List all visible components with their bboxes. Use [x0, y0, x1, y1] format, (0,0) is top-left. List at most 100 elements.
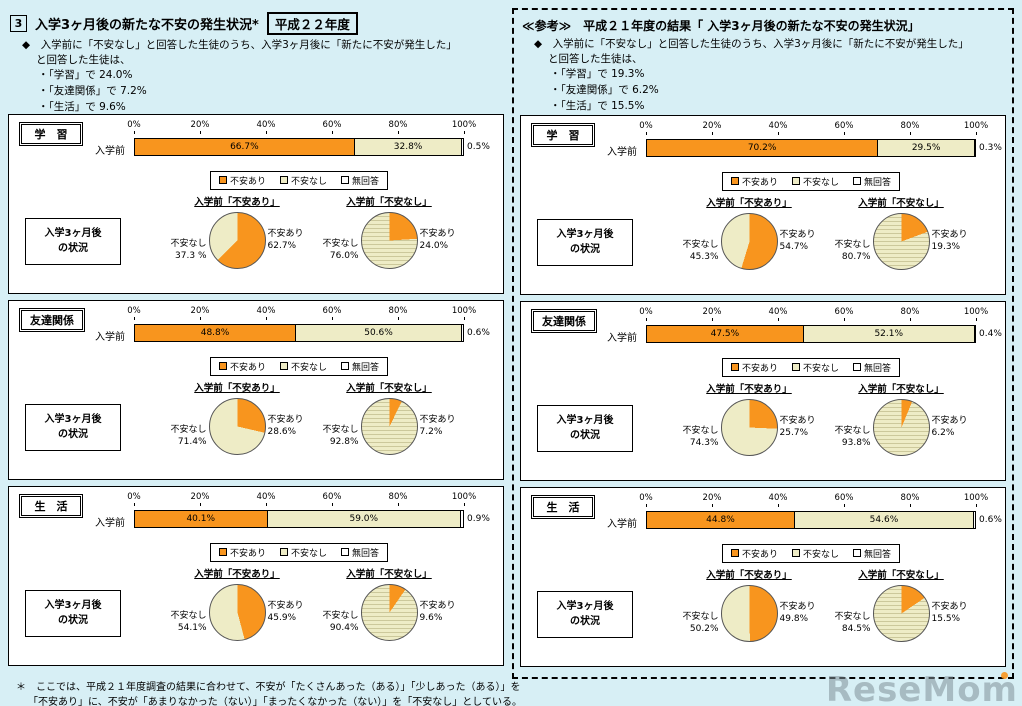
axis-tick-label: 0%: [127, 492, 141, 502]
bar-segment-not-anxious: 54.6%: [793, 512, 974, 528]
pie-with-labels: 不安なし 93.8% 不安あり 6.2%: [825, 399, 977, 456]
axis-tick-mark: [266, 317, 267, 320]
axis-tick-mark: [398, 131, 399, 134]
bar-segment-anxious: 48.8%: [135, 325, 296, 341]
bar-axis: 0% 20% 40% 60% 80% 100%: [639, 121, 988, 135]
pie-label-not-anxious: 不安なし 76.0%: [322, 239, 359, 261]
pie-chart-group: 入学前「不安あり」 不安なし 45.3% 不安あり 54.7%: [673, 195, 825, 270]
legend-swatch: [218, 548, 227, 556]
axis-tick-label: 60%: [322, 120, 342, 130]
legend-item: 不安あり: [730, 175, 778, 188]
bar-segment-label: 66.7%: [230, 142, 259, 152]
pie-chart-group: 入学前「不安あり」 不安なし 54.1% 不安あり 45.9%: [161, 566, 313, 641]
bar-segment-no-answer: [461, 325, 463, 341]
axis-tick-label: 20%: [190, 306, 210, 316]
legend-row: 不安あり 不安なし 無回答: [646, 170, 976, 191]
section-label: 生 活: [19, 494, 83, 518]
pie-title: 入学前「不安あり」: [194, 383, 280, 394]
bullet-study: ・「学習」で 24.0%: [38, 69, 133, 82]
legend-item: 無回答: [341, 174, 379, 187]
legend-swatch: [279, 176, 288, 184]
axis-tick-label: 80%: [900, 493, 920, 503]
pie-chart-group: 入学前「不安なし」 不安なし 93.8% 不安あり 6.2%: [825, 381, 977, 456]
pie-title: 入学前「不安なし」: [858, 198, 944, 209]
axis-tick-label: 20%: [702, 121, 722, 131]
bar-segment-not-anxious: 32.8%: [353, 139, 462, 155]
bar-segment-anxious: 47.5%: [647, 326, 803, 342]
bar-segment-label-no-answer: 0.6%: [979, 515, 1002, 525]
stacked-bar: 66.7% 32.8% 0.5%: [134, 138, 490, 156]
bar-segment-no-answer: [973, 512, 975, 528]
pie-label-anxious: 不安あり 24.0%: [419, 229, 456, 251]
pie-label-not-anxious: 不安なし 90.4%: [322, 611, 359, 633]
bar-segment-label: 47.5%: [710, 329, 740, 339]
legend-item: 不安あり: [218, 360, 266, 373]
axis-tick-mark: [200, 317, 201, 320]
pie-with-labels: 不安なし 84.5% 不安あり 15.5%: [825, 585, 977, 642]
axis-tick-label: 40%: [256, 120, 276, 130]
bar-segment-anxious: 40.1%: [135, 511, 267, 527]
pie-chart-group: 入学前「不安なし」 不安なし 90.4% 不安あり 9.6%: [313, 566, 465, 641]
bar-axis: 0% 20% 40% 60% 80% 100%: [127, 120, 476, 134]
pie-title: 入学前「不安あり」: [706, 570, 792, 581]
axis-tick-mark: [778, 318, 779, 321]
axis-tick-label: 80%: [900, 307, 920, 317]
legend-item: 不安あり: [218, 174, 266, 187]
pie-chart: [720, 213, 778, 270]
pie-label-not-anxious: 不安なし 93.8%: [834, 426, 871, 448]
legend-row: 不安あり 不安なし 無回答: [134, 541, 464, 562]
pie-chart-group: 入学前「不安あり」 不安なし 74.3% 不安あり 25.7%: [673, 381, 825, 456]
pie-chart: [360, 584, 418, 641]
legend-row: 不安あり 不安なし 無回答: [646, 356, 976, 377]
axis-tick-label: 20%: [702, 307, 722, 317]
legend: 不安あり 不安なし 無回答: [721, 357, 901, 377]
legend-swatch: [341, 548, 349, 556]
bar-row-label: 入学前: [95, 518, 125, 529]
watermark-logo: ReseMom: [826, 670, 1018, 706]
legend-swatch: [791, 363, 800, 371]
pie-title: 入学前「不安あり」: [194, 197, 280, 208]
chart-section: 学 習 0% 20% 40% 60% 80% 100% 入学前 70.2% 29.5% 0.3% 不安…: [520, 115, 1006, 295]
bar-segment-no-answer: [461, 139, 463, 155]
pie-label-not-anxious: 不安なし 74.3%: [682, 426, 719, 448]
axis-tick-mark: [464, 317, 465, 320]
axis-tick-label: 60%: [834, 493, 854, 503]
pie-label-anxious: 不安あり 45.9%: [267, 601, 304, 623]
legend-item: 不安なし: [279, 546, 327, 559]
panel-title: 入学3ヶ月後の新たな不安の発生状況*: [35, 18, 259, 33]
axis-tick-label: 20%: [190, 120, 210, 130]
bar-segment-label-no-answer: 0.3%: [979, 143, 1002, 153]
axis-tick-mark: [332, 503, 333, 506]
bar-row-label: 入学前: [95, 332, 125, 343]
section-label: 友達関係: [19, 308, 85, 332]
panel-current-year: 3 入学3ヶ月後の新たな不安の発生状況* 平成２２年度 ◆ 入学前に「不安なし」…: [8, 8, 504, 679]
legend-item: 不安なし: [279, 360, 327, 373]
pie-title: 入学前「不安あり」: [194, 569, 280, 580]
legend-item: 不安あり: [730, 547, 778, 560]
legend-row: 不安あり 不安なし 無回答: [134, 169, 464, 190]
legend-swatch: [279, 362, 288, 370]
legend: 不安あり 不安なし 無回答: [209, 356, 389, 376]
bar-row-label: 入学前: [607, 333, 637, 344]
axis-tick-mark: [332, 317, 333, 320]
legend-swatch: [853, 363, 861, 371]
bar-segment-label-no-answer: 0.6%: [467, 328, 490, 338]
bar-axis: 0% 20% 40% 60% 80% 100%: [127, 306, 476, 320]
pie-label-not-anxious: 不安なし 37.3 %: [170, 239, 207, 261]
bar-segment-label: 54.6%: [869, 515, 899, 525]
pie-chart: [872, 585, 930, 642]
pie-label-not-anxious: 不安なし 50.2%: [682, 612, 719, 634]
legend-swatch: [791, 549, 800, 557]
legend-swatch: [730, 549, 739, 557]
legend-item: 不安あり: [218, 546, 266, 559]
footnote-line-2: 「不安あり」に、不安が「あまりなかった（ない）」「まったくなかった（ない）」を「…: [28, 696, 522, 706]
bar-segment-label-no-answer: 0.5%: [467, 142, 490, 152]
pie-title: 入学前「不安あり」: [706, 384, 792, 395]
bar-segment-not-anxious: 29.5%: [877, 140, 974, 156]
stacked-bar: 44.8% 54.6% 0.6%: [646, 511, 1002, 529]
pie-chart: [208, 212, 266, 269]
pie-label-anxious: 不安あり 62.7%: [267, 229, 304, 251]
three-months-later-box: 入学3ヶ月後 の状況: [25, 218, 121, 265]
pie-chart: [872, 213, 930, 270]
axis-tick-mark: [646, 132, 647, 135]
